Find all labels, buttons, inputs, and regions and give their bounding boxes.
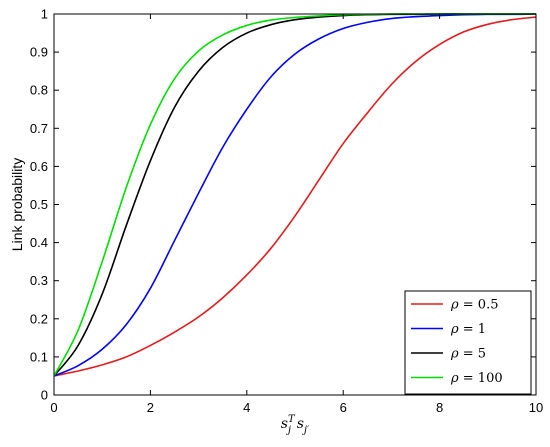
legend-label-1: ρ = 1 — [450, 322, 486, 337]
legend: ρ = 0.5 ρ = 1 ρ = 5 ρ = 100 — [404, 290, 532, 395]
x-tick-label-5: 10 — [529, 400, 543, 415]
y-tick-label-2: 0.2 — [30, 311, 48, 326]
x-tick-label-3: 6 — [340, 400, 347, 415]
legend-label-0: ρ = 0.5 — [450, 298, 498, 313]
x-tick-label-2: 4 — [243, 400, 250, 415]
y-tick-label-10: 1 — [41, 7, 48, 22]
y-tick-label-3: 0.3 — [30, 273, 48, 288]
plot-frame — [53, 13, 537, 396]
y-tick-label-9: 0.9 — [30, 45, 48, 60]
x-tick-label-4: 8 — [436, 400, 443, 415]
y-tick-label-0: 0 — [41, 388, 48, 403]
series-line-0 — [53, 16, 537, 377]
y-tick-label-7: 0.7 — [30, 121, 48, 136]
series-line-1 — [53, 13, 537, 377]
x-tick-label-1: 2 — [147, 400, 154, 415]
legend-label-2: ρ = 5 — [450, 347, 486, 362]
y-tick-label-1: 0.1 — [30, 349, 48, 364]
legend-label-3: ρ = 100 — [450, 371, 503, 386]
y-tick-label-8: 0.8 — [30, 83, 48, 98]
x-tick-label-0: 0 — [50, 400, 57, 415]
x-axis-label: sjT sj′ — [281, 414, 310, 436]
y-tick-label-5: 0.5 — [30, 197, 48, 212]
y-axis-label: Link probability — [9, 158, 25, 251]
y-tick-label-4: 0.4 — [30, 235, 48, 250]
y-tick-label-6: 0.6 — [30, 159, 48, 174]
